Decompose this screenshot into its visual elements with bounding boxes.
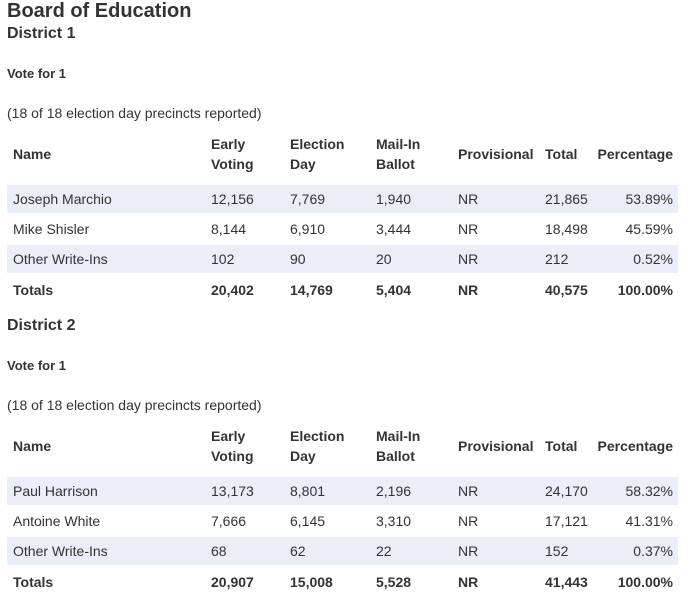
totals-row: Totals 20,907 15,008 5,528 NR 41,443 100… (7, 565, 678, 596)
district-heading: District 2 (7, 317, 76, 334)
header-total: Total (545, 437, 578, 454)
table-row: Other Write-Ins 102 90 20 NR 212 0.52% (7, 243, 678, 274)
mail-in-count: 3,444 (370, 213, 452, 244)
table-row: Other Write-Ins 68 62 22 NR 152 0.37% (7, 535, 678, 566)
election-day-count: 7,769 (284, 183, 370, 214)
header-name: Name (13, 145, 52, 162)
early-voting-count: 68 (205, 535, 284, 566)
provisional-count: NR (452, 535, 539, 566)
header-mail-in-ballot: Mail-In Ballot (376, 427, 421, 464)
header-early-voting: Early Voting (211, 427, 254, 464)
table-row: Joseph Marchio 12,156 7,769 1,940 NR 21,… (7, 183, 678, 214)
total-count: 212 (539, 243, 591, 274)
results-table: Name Early Voting Election Day Mail-In Ball… (7, 416, 678, 596)
page-title: Board of Education (7, 0, 192, 22)
percentage-value: 41.31% (591, 505, 678, 536)
mail-in-count: 20 (370, 243, 452, 274)
provisional-count: NR (452, 243, 539, 274)
header-election-day: Election Day (290, 135, 345, 172)
election-day-total: 15,008 (284, 565, 370, 596)
precincts-reported: (18 of 18 election day precincts reporte… (7, 397, 262, 413)
provisional-count: NR (452, 213, 539, 244)
percentage-total: 100.00% (591, 565, 678, 596)
early-voting-total: 20,402 (205, 273, 284, 304)
header-name: Name (13, 437, 52, 454)
election-day-count: 6,910 (284, 213, 370, 244)
mail-in-count: 3,310 (370, 505, 452, 536)
candidate-name: Joseph Marchio (7, 183, 205, 214)
header-percentage: Percentage (597, 145, 673, 162)
election-day-count: 6,145 (284, 505, 370, 536)
early-voting-count: 12,156 (205, 183, 284, 214)
provisional-count: NR (452, 505, 539, 536)
candidate-name: Mike Shisler (7, 213, 205, 244)
candidate-name: Other Write-Ins (7, 535, 205, 566)
precincts-reported: (18 of 18 election day precincts reporte… (7, 105, 262, 121)
header-row: Name Early Voting Election Day Mail-In Ball… (7, 124, 678, 184)
election-day-count: 90 (284, 243, 370, 274)
candidate-name: Paul Harrison (7, 475, 205, 506)
mail-in-total: 5,404 (370, 273, 452, 304)
header-total: Total (545, 145, 578, 162)
election-day-total: 14,769 (284, 273, 370, 304)
early-voting-total: 20,907 (205, 565, 284, 596)
percentage-total: 100.00% (591, 273, 678, 304)
header-row: Name Early Voting Election Day Mail-In Ball… (7, 416, 678, 476)
early-voting-count: 102 (205, 243, 284, 274)
grand-total: 41,443 (539, 565, 591, 596)
percentage-value: 0.52% (591, 243, 678, 274)
header-provisional: Provisional (458, 145, 534, 162)
provisional-count: NR (452, 475, 539, 506)
total-count: 24,170 (539, 475, 591, 506)
total-count: 18,498 (539, 213, 591, 244)
header-election-day: Election Day (290, 427, 345, 464)
totals-row: Totals 20,402 14,769 5,404 NR 40,575 100… (7, 273, 678, 304)
percentage-value: 58.32% (591, 475, 678, 506)
district-heading: District 1 (7, 25, 76, 42)
header-early-voting: Early Voting (211, 135, 254, 172)
provisional-total: NR (452, 273, 539, 304)
header-provisional: Provisional (458, 437, 534, 454)
early-voting-count: 7,666 (205, 505, 284, 536)
mail-in-total: 5,528 (370, 565, 452, 596)
total-count: 152 (539, 535, 591, 566)
election-day-count: 62 (284, 535, 370, 566)
mail-in-count: 2,196 (370, 475, 452, 506)
mail-in-count: 22 (370, 535, 452, 566)
total-count: 17,121 (539, 505, 591, 536)
totals-label: Totals (7, 565, 205, 596)
percentage-value: 0.37% (591, 535, 678, 566)
total-count: 21,865 (539, 183, 591, 214)
provisional-total: NR (452, 565, 539, 596)
totals-label: Totals (7, 273, 205, 304)
table-row: Antoine White 7,666 6,145 3,310 NR 17,12… (7, 505, 678, 536)
vote-for-label: Vote for 1 (7, 358, 66, 373)
candidate-name: Antoine White (7, 505, 205, 536)
mail-in-count: 1,940 (370, 183, 452, 214)
grand-total: 40,575 (539, 273, 591, 304)
provisional-count: NR (452, 183, 539, 214)
percentage-value: 45.59% (591, 213, 678, 244)
results-table: Name Early Voting Election Day Mail-In Ball… (7, 124, 678, 304)
early-voting-count: 8,144 (205, 213, 284, 244)
candidate-name: Other Write-Ins (7, 243, 205, 274)
early-voting-count: 13,173 (205, 475, 284, 506)
table-row: Mike Shisler 8,144 6,910 3,444 NR 18,498… (7, 213, 678, 244)
header-percentage: Percentage (597, 437, 673, 454)
vote-for-label: Vote for 1 (7, 66, 66, 81)
header-mail-in-ballot: Mail-In Ballot (376, 135, 421, 172)
election-day-count: 8,801 (284, 475, 370, 506)
percentage-value: 53.89% (591, 183, 678, 214)
table-row: Paul Harrison 13,173 8,801 2,196 NR 24,1… (7, 475, 678, 506)
